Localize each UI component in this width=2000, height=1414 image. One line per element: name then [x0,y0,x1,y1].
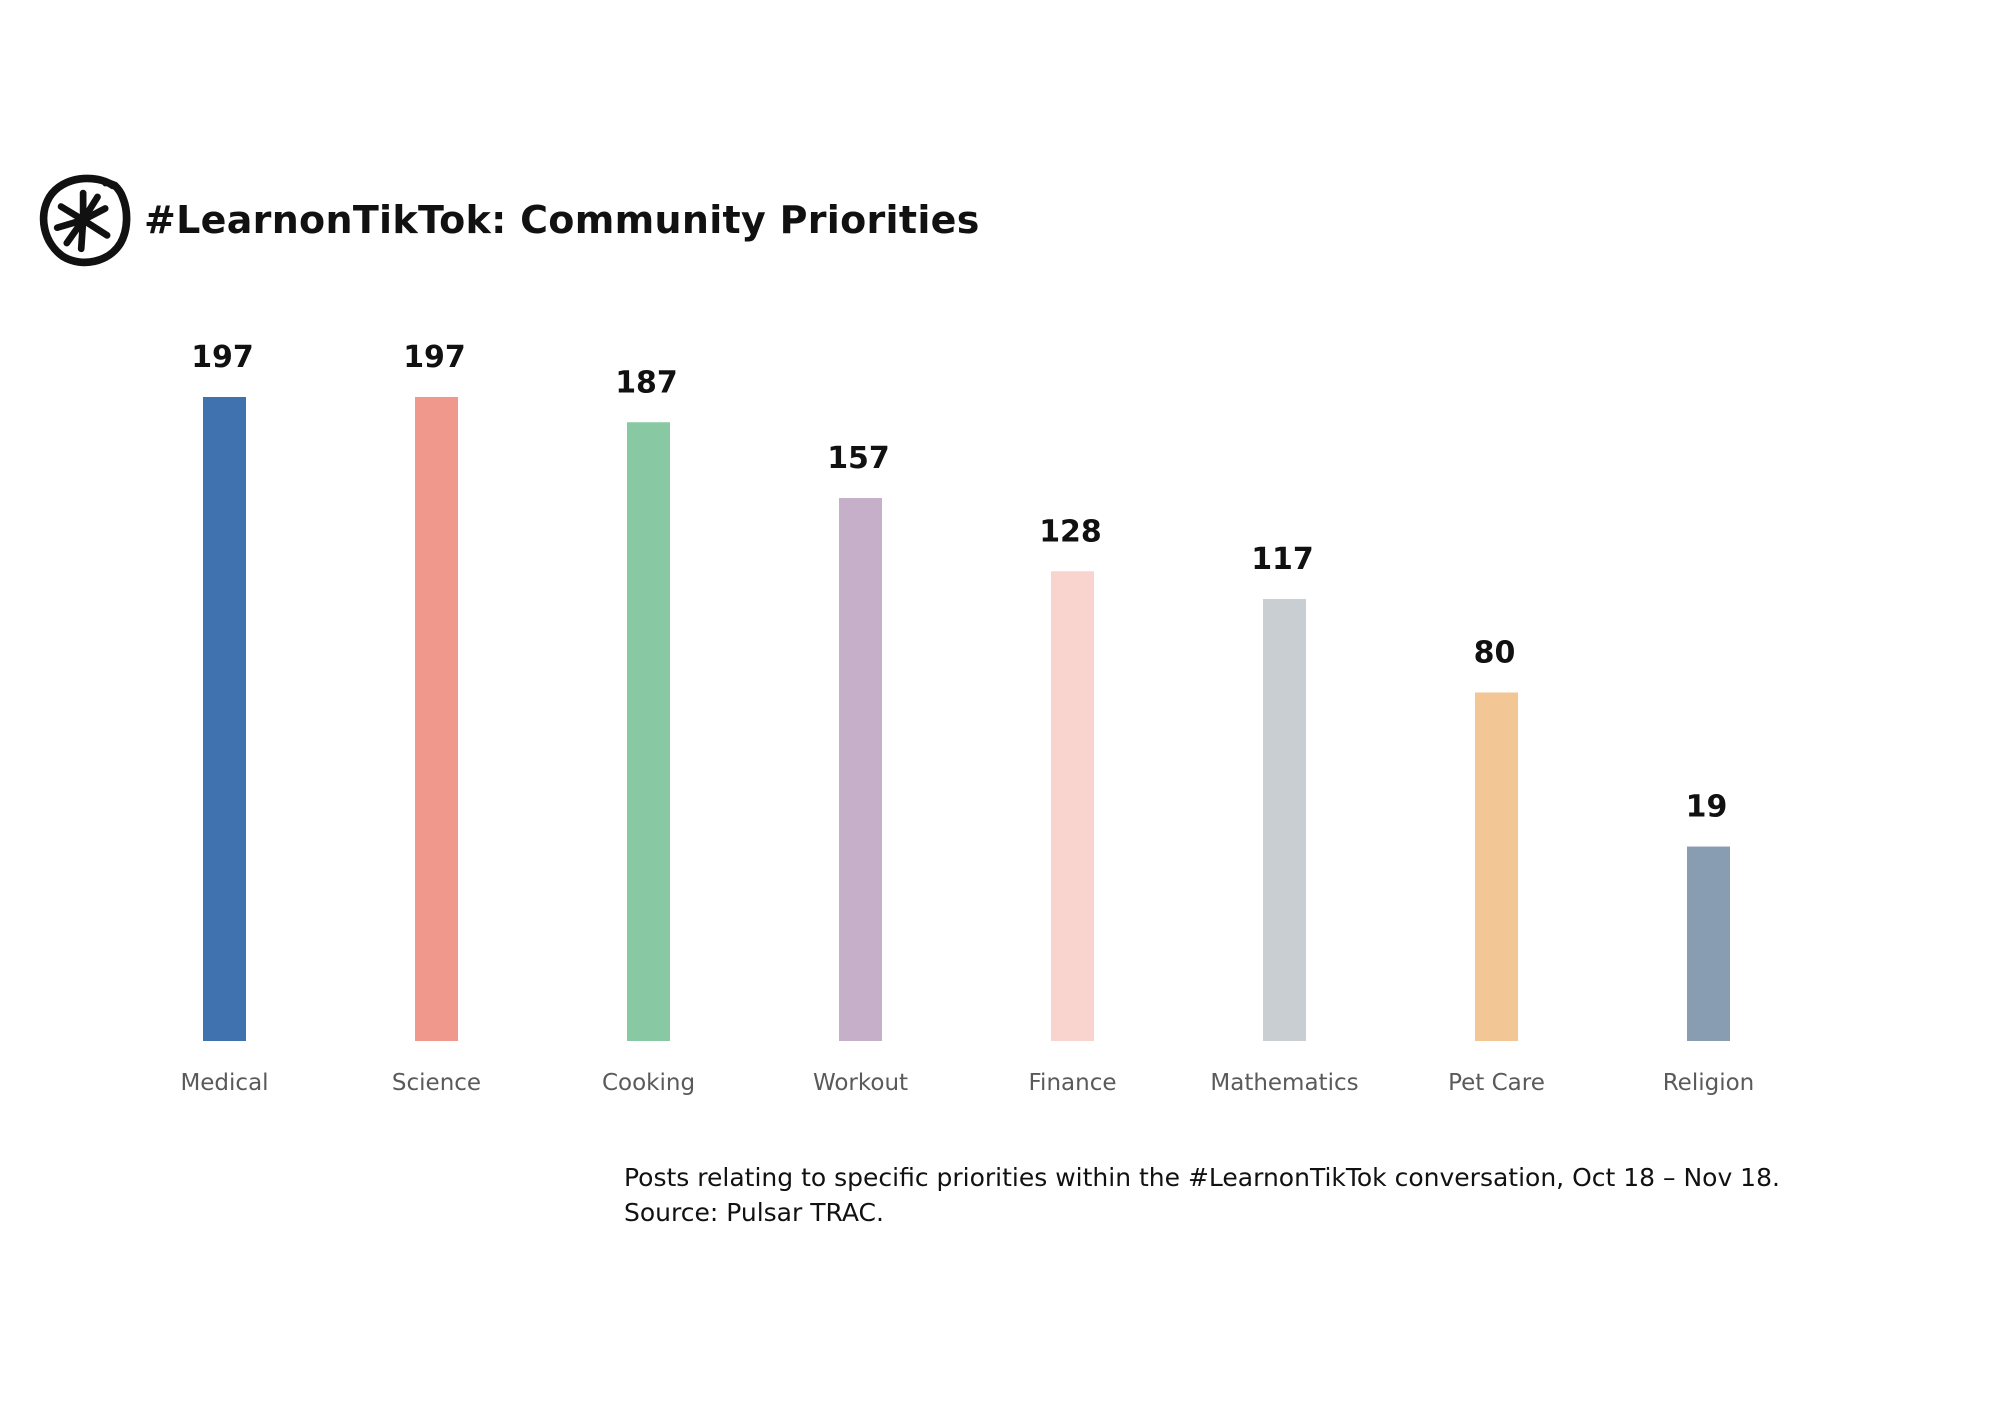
bar-science [415,397,458,1041]
asterisk-in-circle-icon [39,174,131,267]
bar-religion [1687,846,1730,1041]
x-tick-label: Mathematics [1210,1070,1358,1096]
x-tick-label: Medical [180,1070,268,1096]
data-label: 80 [1474,635,1516,670]
chart-footnote: Posts relating to specific priorities wi… [624,1160,1780,1230]
data-label: 128 [1039,514,1102,549]
x-tick-label: Religion [1663,1070,1755,1096]
bar-pet-care [1475,692,1518,1041]
bar-finance [1051,571,1094,1041]
value-labels-group: 197 197 187 157 128 117 80 19 [191,340,1727,825]
data-label: 157 [827,441,890,476]
bar-medical [203,397,246,1041]
x-tick-label: Finance [1029,1070,1117,1096]
chart-title: #LearnonTikTok: Community Priorities [144,198,980,242]
chart-header: #LearnonTikTok: Community Priorities [38,172,980,268]
x-tick-label: Science [392,1070,481,1096]
category-labels-group: Medical Science Cooking Workout Finance Mathe… [180,1070,1754,1096]
x-tick-label: Pet Care [1448,1070,1545,1096]
data-label: 197 [403,340,466,375]
bar-cooking [627,422,670,1042]
data-label: 197 [191,340,254,375]
data-label: 117 [1251,542,1314,577]
data-label: 19 [1686,790,1728,825]
footnote-description: Posts relating to specific priorities wi… [624,1163,1780,1192]
footnote-source: Source: Pulsar TRAC. [624,1198,884,1227]
bar-workout [839,498,882,1041]
x-tick-label: Workout [813,1070,908,1096]
bars-group [203,397,1730,1042]
data-label: 187 [615,365,678,400]
x-tick-label: Cooking [602,1070,695,1096]
bar-mathematics [1263,599,1306,1041]
